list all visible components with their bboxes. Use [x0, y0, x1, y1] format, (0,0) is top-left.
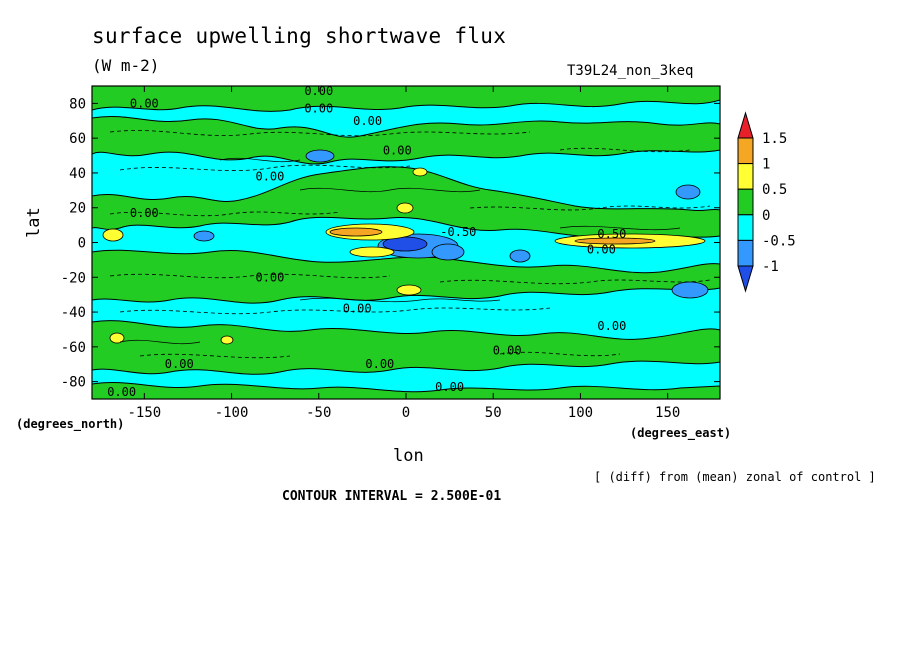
colorbar-segment [737, 163, 754, 190]
y-axis-ticks: 80 60 40 20 0 -20 -40 -60 -80 [61, 96, 720, 391]
contour-label: -0.50 [440, 225, 476, 239]
x-tick-label: 50 [485, 405, 502, 421]
green-band-equator-south [92, 249, 720, 304]
x-tick-label: 100 [568, 405, 593, 421]
y-tick-label: -20 [61, 270, 86, 286]
contour-label: 0.00 [107, 385, 136, 399]
colorbar-segment [737, 188, 754, 216]
x-axis-units: (degrees_east) [630, 426, 732, 440]
colorbar-level-label: 1 [762, 157, 770, 173]
chart-units: (W m-2) [92, 56, 160, 75]
contour-label: 0.00 [597, 319, 626, 333]
colorbar-bottom-arrow [737, 265, 754, 293]
x-tick-label: -100 [215, 405, 249, 421]
contour-label: 0.00 [435, 380, 464, 394]
y-tick-label: 80 [69, 96, 86, 112]
contour-interval: CONTOUR INTERVAL = 2.500E-01 [282, 489, 502, 504]
y-tick-label: -40 [61, 305, 86, 321]
x-tick-label: -50 [306, 405, 331, 421]
contour-labels-group: 0.000.000.000.000.000.000.00-0.50 0.500.0… [107, 84, 626, 399]
x-tick-label: -150 [127, 405, 161, 421]
green-band-subtropic-north [92, 166, 720, 238]
diff-note: [ (diff) from (mean) zonal of control ] [594, 470, 876, 484]
contour-label: 0.00 [383, 143, 412, 157]
green-band-south-mid [92, 320, 720, 375]
y-tick-label: -80 [61, 375, 86, 391]
dashed-contours [109, 130, 711, 359]
colorbar-labels: 1.5 1 0.5 0 -0.5 -1 [762, 131, 796, 275]
y-tick-label: 40 [69, 166, 86, 182]
x-axis-label: lon [393, 446, 424, 466]
colorbar-segment [737, 239, 754, 267]
y-tick-label: 0 [78, 236, 86, 252]
colorbar-segments [737, 137, 754, 267]
contour-label: 0.00 [365, 357, 394, 371]
colorbar-segment [737, 137, 754, 165]
colorbar-segment [737, 214, 754, 241]
contour-label: 0.00 [493, 343, 522, 357]
colorbar-level-label: -0.5 [762, 233, 796, 249]
colorbar: 1.5 1 0.5 0 -0.5 -1 [737, 111, 796, 293]
colorbar-level-label: -1 [762, 259, 779, 275]
contour-label: 0.00 [343, 302, 372, 316]
contour-label: 0.00 [255, 169, 284, 183]
contour-label: 0.00 [353, 114, 382, 128]
positive-patches [102, 167, 706, 345]
negative-patches [193, 149, 709, 299]
contour-label: 0.00 [304, 102, 333, 116]
colorbar-level-label: 0 [762, 208, 770, 224]
contour-field [92, 86, 720, 399]
colorbar-level-label: 1.5 [762, 131, 787, 147]
chart-title: surface upwelling shortwave flux [92, 24, 507, 48]
colorbar-level-label: 0.5 [762, 182, 787, 198]
y-tick-label: 60 [69, 131, 86, 147]
green-band-north-polar [92, 86, 720, 112]
dataset-label: T39L24_non_3keq [567, 63, 694, 79]
solid-contours [119, 157, 681, 345]
y-axis-units: (degrees_north) [16, 417, 125, 431]
y-tick-label: 20 [69, 201, 86, 217]
contour-label: 0.00 [130, 96, 159, 110]
contour-label: 0.00 [130, 206, 159, 220]
contour-label: 0.00 [587, 242, 616, 256]
y-tick-label: -60 [61, 340, 86, 356]
contour-label: 0.00 [255, 270, 284, 284]
x-tick-label: 0 [402, 405, 410, 421]
contour-label: 0.00 [165, 357, 194, 371]
colorbar-top-arrow [737, 111, 754, 139]
contour-label: 0.50 [597, 227, 626, 241]
green-band-south-polar [92, 381, 720, 399]
x-tick-label: 150 [655, 405, 680, 421]
x-axis-ticks: -150 -100 -50 0 50 100 150 [127, 86, 680, 421]
